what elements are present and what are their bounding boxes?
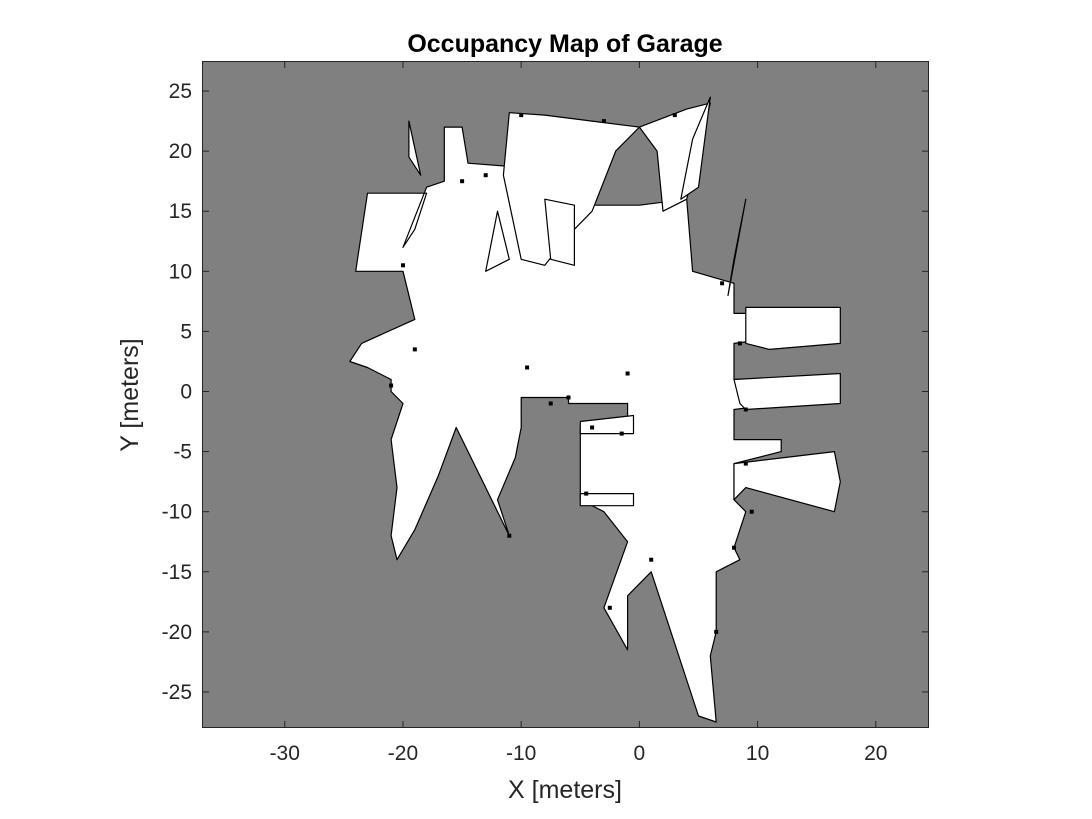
occupied-cell-15: [720, 281, 725, 286]
x-tick-label-3: 0: [634, 742, 646, 765]
occupied-cell-6: [625, 371, 630, 376]
occupied-cell-12: [519, 113, 524, 118]
occupied-cell-1: [566, 395, 571, 400]
y-tick-label-6: -5: [173, 441, 192, 464]
x-tick-label-2: -10: [506, 742, 536, 765]
free-region-5: [680, 96, 711, 200]
free-region-2: [544, 198, 576, 266]
free-region-4: [408, 120, 422, 176]
y-tick-label-5: 0: [180, 380, 192, 403]
x-axis: -30 -20 -10 0 10 20: [270, 61, 887, 765]
y-tick-label-3: 10: [169, 260, 192, 283]
occupied-cell-11: [483, 173, 488, 178]
occupied-cell-8: [389, 383, 394, 388]
free-region-7: [745, 306, 841, 350]
x-axis-label: X [meters]: [508, 776, 622, 804]
y-axis-label: Y [meters]: [116, 338, 144, 451]
free-region-9: [733, 451, 841, 513]
free-region-8: [733, 372, 841, 411]
occupied-cell-14: [672, 113, 677, 118]
occupied-cell-18: [743, 461, 748, 466]
occupied-cell-17: [743, 407, 748, 412]
x-tick-label-5: 20: [864, 742, 887, 765]
chart-title: Occupancy Map of Garage: [407, 30, 722, 58]
occupied-cell-22: [649, 557, 654, 562]
occupied-cell-19: [749, 509, 754, 514]
y-tick-label-7: -10: [162, 501, 192, 524]
occupied-cell-3: [619, 431, 624, 436]
occupied-cell-23: [607, 605, 612, 610]
occupied-cell-24: [507, 533, 512, 538]
occupied-cell-4: [584, 491, 589, 496]
x-tick-label-4: 10: [746, 742, 769, 765]
y-tick-label-1: 20: [169, 140, 192, 163]
occupied-cell-0: [548, 401, 553, 406]
y-tick-label-9: -20: [162, 621, 192, 644]
occupied-cell-10: [460, 179, 465, 184]
occupied-cell-5: [525, 365, 530, 370]
x-tick-label-0: -30: [270, 742, 300, 765]
occupied-cell-20: [732, 545, 736, 550]
free-region-6: [727, 198, 747, 296]
occupied-cell-21: [714, 629, 719, 634]
plot-area: [202, 61, 929, 728]
y-tick-label-4: 5: [180, 320, 192, 343]
y-tick-label-0: 25: [169, 80, 192, 103]
y-tick-label-8: -15: [162, 561, 192, 584]
axes-box: [202, 61, 929, 728]
occupied-cell-9: [401, 263, 405, 268]
y-tick-label-2: 15: [169, 200, 192, 223]
occupied-cell-2: [590, 425, 595, 430]
map-layer: [349, 96, 841, 723]
occupied-cell-13: [601, 119, 606, 124]
occupied-cell-7: [412, 347, 417, 352]
y-tick-label-10: -25: [162, 681, 192, 704]
free-region-3: [485, 210, 510, 272]
y-axis: 25 20 15 10 5 0 -5 -10 -15 -20 -25: [162, 80, 929, 704]
free-region-10: [579, 493, 635, 507]
x-tick-label-1: -20: [388, 742, 418, 765]
occupied-cell-16: [737, 341, 742, 346]
